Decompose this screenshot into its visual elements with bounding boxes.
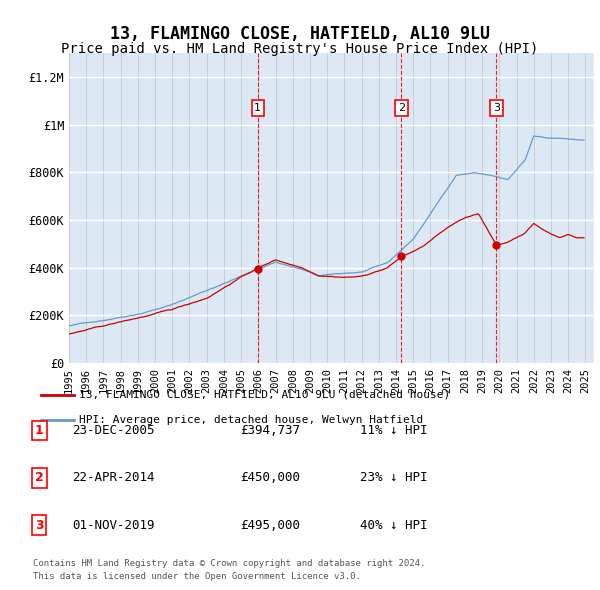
Text: 11% ↓ HPI: 11% ↓ HPI: [360, 424, 427, 437]
Text: 1: 1: [35, 424, 43, 437]
Text: 2: 2: [398, 103, 405, 113]
Text: This data is licensed under the Open Government Licence v3.0.: This data is licensed under the Open Gov…: [33, 572, 361, 581]
Text: £394,737: £394,737: [240, 424, 300, 437]
Text: 2: 2: [35, 471, 43, 484]
Text: HPI: Average price, detached house, Welwyn Hatfield: HPI: Average price, detached house, Welw…: [79, 415, 424, 425]
Text: 13, FLAMINGO CLOSE, HATFIELD, AL10 9LU: 13, FLAMINGO CLOSE, HATFIELD, AL10 9LU: [110, 25, 490, 44]
Text: Price paid vs. HM Land Registry's House Price Index (HPI): Price paid vs. HM Land Registry's House …: [61, 42, 539, 57]
Text: 13, FLAMINGO CLOSE, HATFIELD, AL10 9LU (detached house): 13, FLAMINGO CLOSE, HATFIELD, AL10 9LU (…: [79, 389, 451, 399]
Text: Contains HM Land Registry data © Crown copyright and database right 2024.: Contains HM Land Registry data © Crown c…: [33, 559, 425, 568]
Text: £495,000: £495,000: [240, 519, 300, 532]
Text: 3: 3: [35, 519, 43, 532]
Text: 23% ↓ HPI: 23% ↓ HPI: [360, 471, 427, 484]
Text: 40% ↓ HPI: 40% ↓ HPI: [360, 519, 427, 532]
Text: £450,000: £450,000: [240, 471, 300, 484]
Text: 01-NOV-2019: 01-NOV-2019: [72, 519, 155, 532]
Text: 22-APR-2014: 22-APR-2014: [72, 471, 155, 484]
Text: 3: 3: [493, 103, 500, 113]
Text: 23-DEC-2005: 23-DEC-2005: [72, 424, 155, 437]
Text: 1: 1: [254, 103, 262, 113]
